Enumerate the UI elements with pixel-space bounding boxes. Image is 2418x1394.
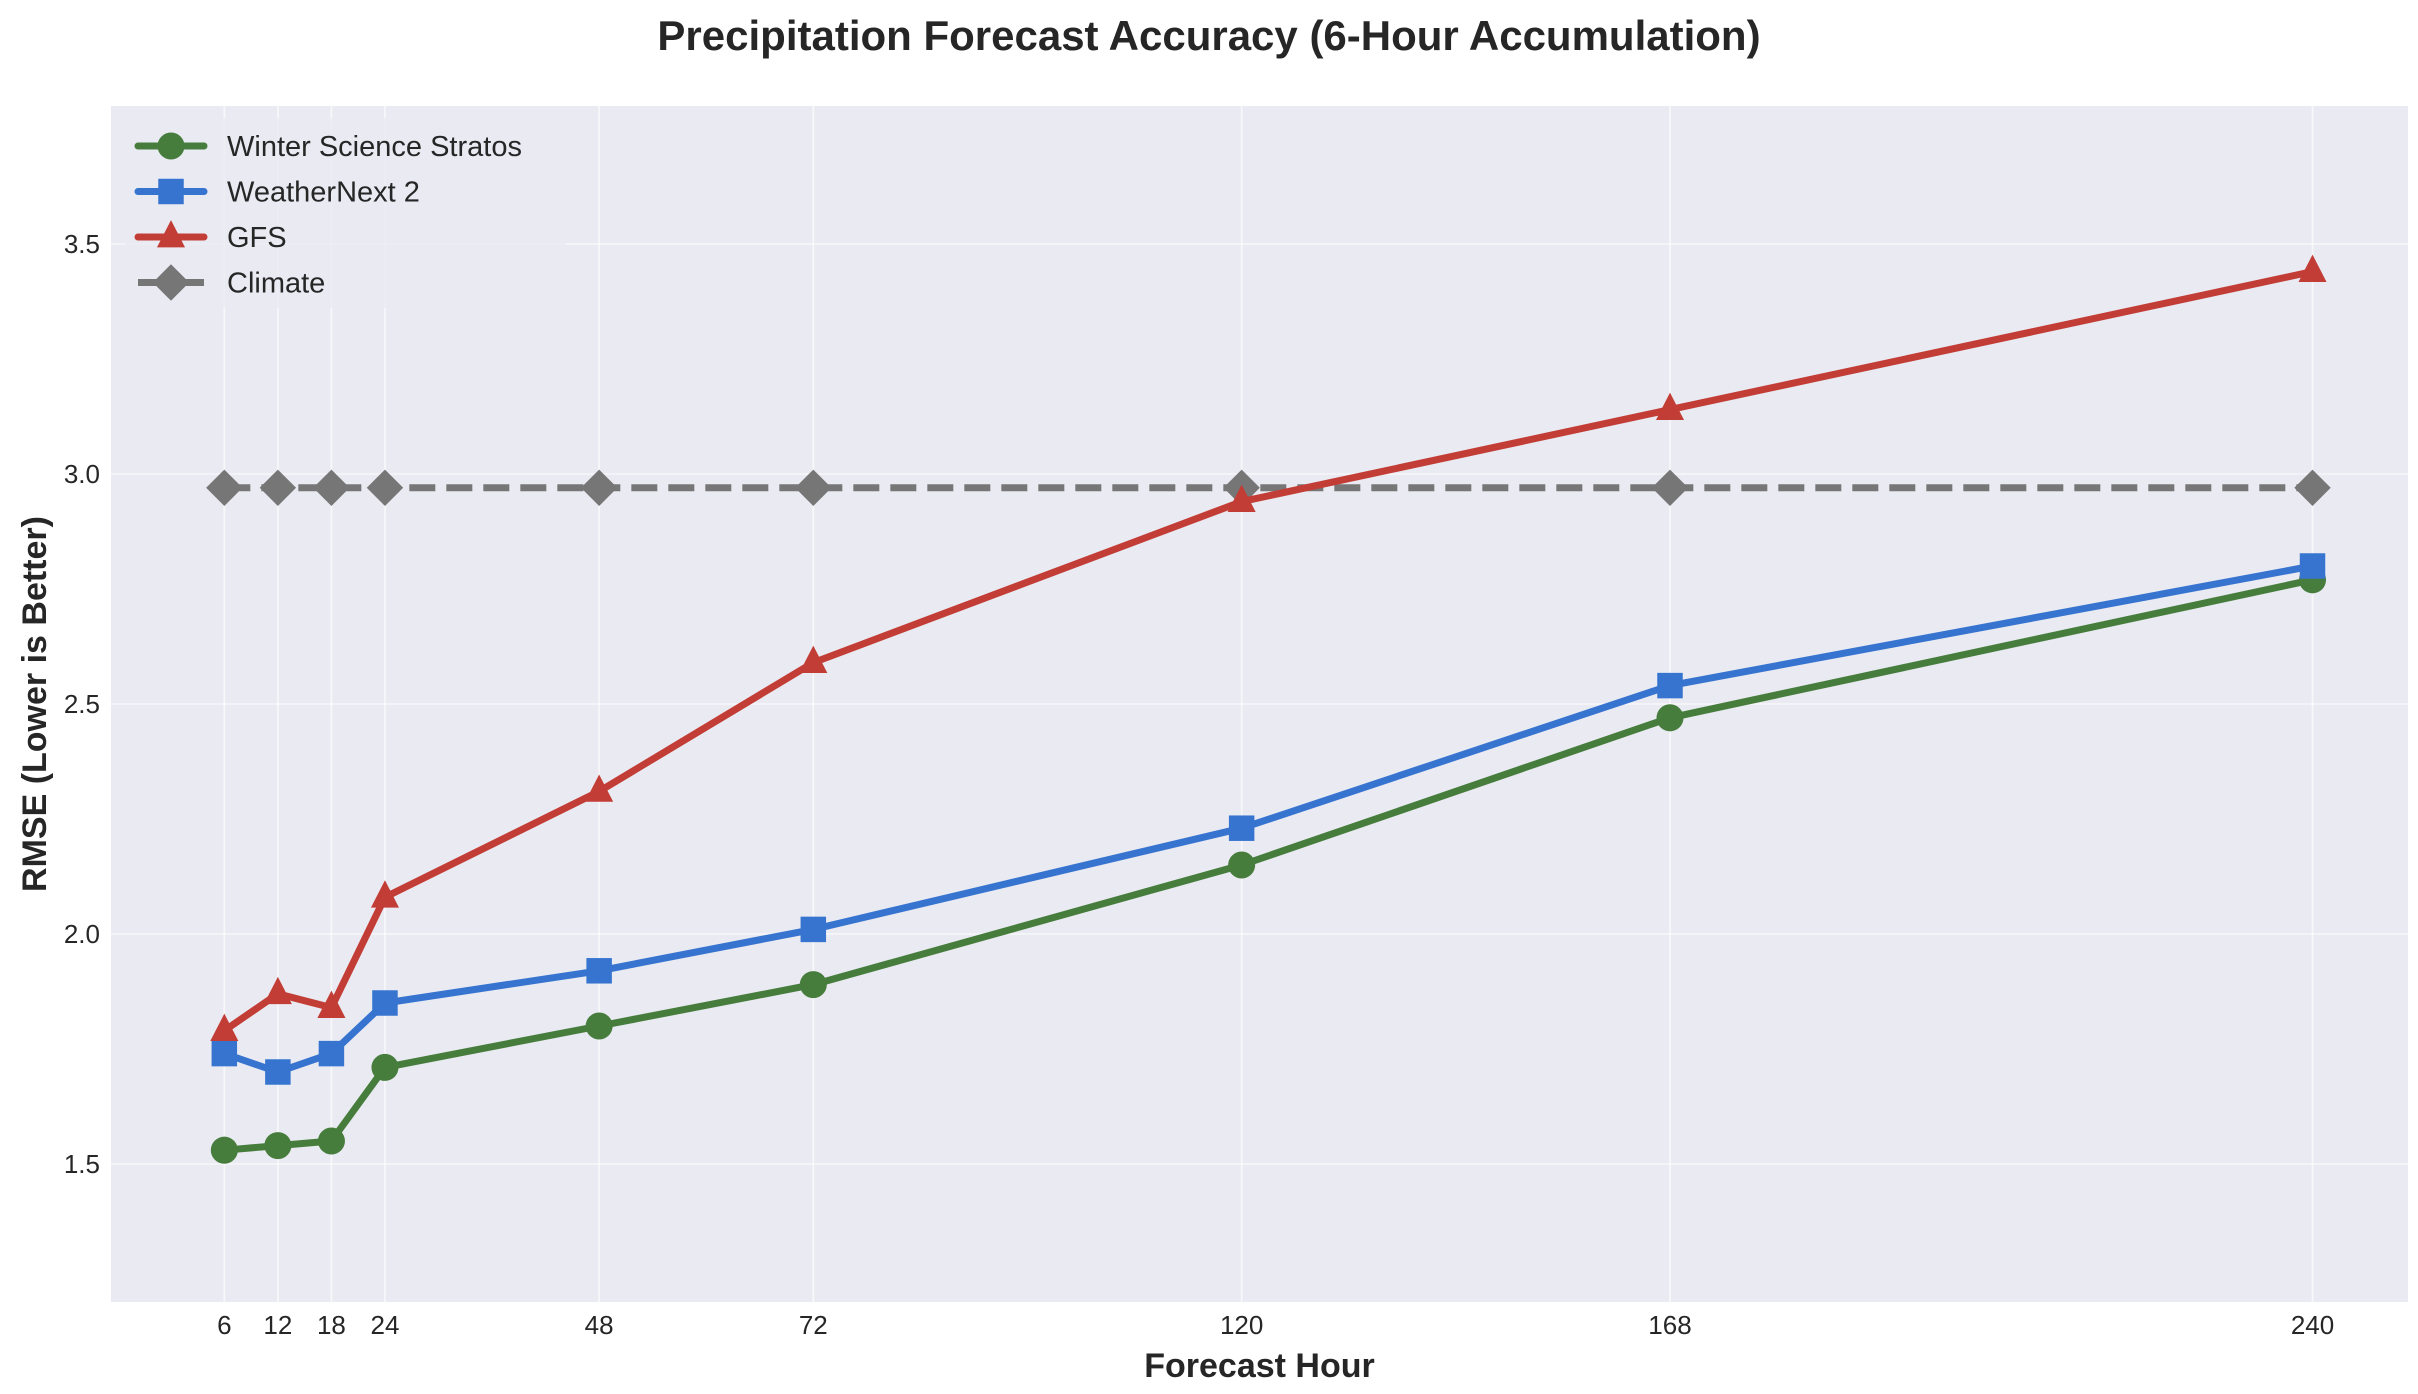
- series-weathernext-2: [211, 553, 2326, 1085]
- x-tick-label: 48: [585, 1310, 614, 1340]
- circle-marker: [210, 1136, 238, 1164]
- y-axis-label: RMSE (Lower is Better): [16, 516, 54, 892]
- legend-label: WeatherNext 2: [227, 177, 420, 209]
- square-marker: [800, 916, 827, 943]
- x-axis-ticks: 6 12 18 24 48 72 120 168 240: [217, 1310, 2334, 1340]
- triangle-marker: [799, 645, 828, 673]
- triangle-marker: [370, 880, 400, 908]
- square-marker: [1228, 815, 1255, 841]
- diamond-marker: [1651, 469, 1689, 506]
- legend: Winter Science Stratos WeatherNext 2 GFS Cl…: [125, 118, 565, 308]
- legend-item: GFS: [134, 220, 287, 254]
- triangle-marker: [156, 220, 186, 248]
- legend-label: Winter Science Stratos: [227, 131, 522, 163]
- chart-title: Precipitation Forecast Accuracy (6-Hour …: [657, 12, 1761, 59]
- x-tick-label: 72: [799, 1310, 828, 1340]
- circle-marker: [264, 1132, 292, 1160]
- legend-label: GFS: [227, 222, 287, 254]
- square-marker: [158, 178, 184, 205]
- x-tick-label: 240: [2291, 1310, 2334, 1340]
- diamond-marker: [259, 469, 297, 506]
- y-tick-label: 1.5: [64, 1149, 100, 1179]
- triangle-marker: [1227, 484, 1256, 512]
- square-marker: [586, 958, 612, 984]
- triangle-marker: [210, 1013, 239, 1041]
- x-tick-label: 24: [371, 1310, 400, 1340]
- x-axis-label: Forecast Hour: [1144, 1347, 1375, 1385]
- triangle-marker: [1655, 392, 1685, 420]
- series-layer: [206, 254, 2331, 1164]
- diamond-marker: [2294, 469, 2331, 506]
- square-marker: [318, 1040, 345, 1067]
- diamond-marker: [152, 264, 190, 301]
- legend-item: WeatherNext 2: [134, 177, 420, 209]
- circle-marker: [799, 971, 827, 999]
- y-tick-label: 2.0: [64, 919, 100, 949]
- square-marker: [2299, 553, 2326, 579]
- y-tick-label: 3.0: [64, 459, 100, 489]
- triangle-marker: [263, 976, 292, 1005]
- triangle-marker: [585, 774, 614, 802]
- y-tick-label: 2.5: [64, 689, 100, 719]
- legend-label: Climate: [227, 268, 325, 300]
- diamond-marker: [580, 469, 618, 506]
- x-tick-label: 18: [317, 1310, 346, 1340]
- diamond-marker: [313, 469, 350, 506]
- x-tick-label: 168: [1648, 1310, 1691, 1340]
- legend-item: Climate: [138, 264, 325, 301]
- y-axis-ticks: 1.5 2.0 2.5 3.0 3.5: [64, 229, 100, 1179]
- square-marker: [1657, 672, 1683, 699]
- x-tick-label: 120: [1220, 1310, 1263, 1340]
- diamond-marker: [795, 469, 832, 506]
- square-marker: [372, 990, 398, 1016]
- diamond-marker: [366, 469, 404, 506]
- y-tick-label: 3.5: [64, 229, 100, 259]
- gridlines: [111, 106, 2408, 1302]
- circle-marker: [1228, 851, 1256, 879]
- square-marker: [265, 1059, 291, 1085]
- x-tick-label: 6: [217, 1310, 231, 1340]
- circle-marker: [157, 132, 185, 160]
- circle-marker: [371, 1053, 399, 1081]
- series-climate: [206, 469, 2331, 506]
- circle-marker: [1656, 704, 1684, 732]
- circle-marker: [585, 1012, 613, 1040]
- series-winter-science-stratos: [210, 566, 2327, 1164]
- series-gfs: [210, 254, 2327, 1041]
- triangle-marker: [317, 990, 346, 1018]
- x-tick-label: 12: [263, 1310, 292, 1340]
- legend-box: [125, 118, 565, 308]
- legend-item: Winter Science Stratos: [134, 131, 522, 163]
- triangle-marker: [2298, 254, 2327, 282]
- diamond-marker: [206, 469, 243, 506]
- circle-marker: [317, 1127, 345, 1155]
- square-marker: [211, 1040, 238, 1067]
